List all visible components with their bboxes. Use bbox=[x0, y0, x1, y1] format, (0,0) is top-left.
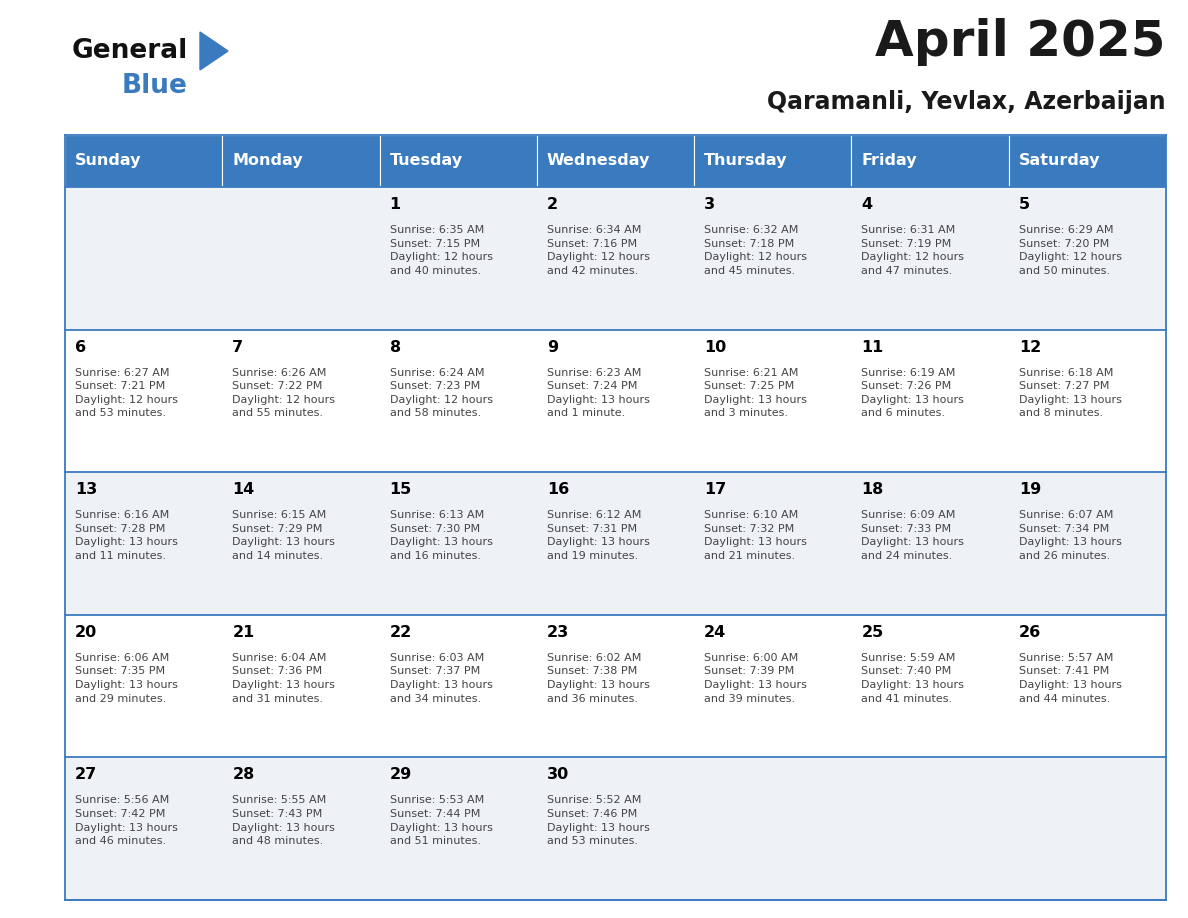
Bar bbox=[65, 330, 1165, 472]
Text: 13: 13 bbox=[75, 482, 97, 498]
Text: Sunrise: 6:34 AM
Sunset: 7:16 PM
Daylight: 12 hours
and 42 minutes.: Sunrise: 6:34 AM Sunset: 7:16 PM Dayligh… bbox=[546, 225, 650, 275]
Text: Sunrise: 5:56 AM
Sunset: 7:42 PM
Daylight: 13 hours
and 46 minutes.: Sunrise: 5:56 AM Sunset: 7:42 PM Dayligh… bbox=[75, 795, 178, 846]
Text: 3: 3 bbox=[704, 197, 715, 212]
Text: Sunday: Sunday bbox=[75, 153, 141, 169]
Bar bbox=[222, 135, 380, 187]
Text: 9: 9 bbox=[546, 340, 558, 354]
Text: Saturday: Saturday bbox=[1019, 153, 1100, 169]
Text: Sunrise: 6:21 AM
Sunset: 7:25 PM
Daylight: 13 hours
and 3 minutes.: Sunrise: 6:21 AM Sunset: 7:25 PM Dayligh… bbox=[704, 367, 807, 419]
Text: 27: 27 bbox=[75, 767, 97, 782]
Text: Sunrise: 6:06 AM
Sunset: 7:35 PM
Daylight: 13 hours
and 29 minutes.: Sunrise: 6:06 AM Sunset: 7:35 PM Dayligh… bbox=[75, 653, 178, 703]
Text: 8: 8 bbox=[390, 340, 400, 354]
Bar bbox=[65, 135, 222, 187]
Text: 23: 23 bbox=[546, 625, 569, 640]
Text: 7: 7 bbox=[233, 340, 244, 354]
Text: 6: 6 bbox=[75, 340, 86, 354]
Bar bbox=[694, 135, 852, 187]
Text: Sunrise: 6:09 AM
Sunset: 7:33 PM
Daylight: 13 hours
and 24 minutes.: Sunrise: 6:09 AM Sunset: 7:33 PM Dayligh… bbox=[861, 510, 965, 561]
Text: 15: 15 bbox=[390, 482, 412, 498]
Text: Thursday: Thursday bbox=[704, 153, 788, 169]
Text: 24: 24 bbox=[704, 625, 726, 640]
Bar bbox=[65, 187, 1165, 330]
Text: 19: 19 bbox=[1019, 482, 1041, 498]
Text: Sunrise: 5:53 AM
Sunset: 7:44 PM
Daylight: 13 hours
and 51 minutes.: Sunrise: 5:53 AM Sunset: 7:44 PM Dayligh… bbox=[390, 795, 493, 846]
Text: Sunrise: 6:07 AM
Sunset: 7:34 PM
Daylight: 13 hours
and 26 minutes.: Sunrise: 6:07 AM Sunset: 7:34 PM Dayligh… bbox=[1019, 510, 1121, 561]
Text: Sunrise: 6:31 AM
Sunset: 7:19 PM
Daylight: 12 hours
and 47 minutes.: Sunrise: 6:31 AM Sunset: 7:19 PM Dayligh… bbox=[861, 225, 965, 275]
Text: Sunrise: 6:24 AM
Sunset: 7:23 PM
Daylight: 12 hours
and 58 minutes.: Sunrise: 6:24 AM Sunset: 7:23 PM Dayligh… bbox=[390, 367, 493, 419]
Text: Monday: Monday bbox=[233, 153, 303, 169]
Text: Sunrise: 6:27 AM
Sunset: 7:21 PM
Daylight: 12 hours
and 53 minutes.: Sunrise: 6:27 AM Sunset: 7:21 PM Dayligh… bbox=[75, 367, 178, 419]
Bar bbox=[65, 615, 1165, 757]
Text: Sunrise: 6:29 AM
Sunset: 7:20 PM
Daylight: 12 hours
and 50 minutes.: Sunrise: 6:29 AM Sunset: 7:20 PM Dayligh… bbox=[1019, 225, 1121, 275]
Text: 4: 4 bbox=[861, 197, 872, 212]
Bar bbox=[65, 472, 1165, 615]
Text: 17: 17 bbox=[704, 482, 726, 498]
Text: 14: 14 bbox=[233, 482, 254, 498]
Text: 25: 25 bbox=[861, 625, 884, 640]
Text: Sunrise: 6:23 AM
Sunset: 7:24 PM
Daylight: 13 hours
and 1 minute.: Sunrise: 6:23 AM Sunset: 7:24 PM Dayligh… bbox=[546, 367, 650, 419]
Text: 11: 11 bbox=[861, 340, 884, 354]
Text: Sunrise: 6:26 AM
Sunset: 7:22 PM
Daylight: 12 hours
and 55 minutes.: Sunrise: 6:26 AM Sunset: 7:22 PM Dayligh… bbox=[233, 367, 335, 419]
Text: Sunrise: 5:55 AM
Sunset: 7:43 PM
Daylight: 13 hours
and 48 minutes.: Sunrise: 5:55 AM Sunset: 7:43 PM Dayligh… bbox=[233, 795, 335, 846]
Text: Sunrise: 6:19 AM
Sunset: 7:26 PM
Daylight: 13 hours
and 6 minutes.: Sunrise: 6:19 AM Sunset: 7:26 PM Dayligh… bbox=[861, 367, 965, 419]
Text: 16: 16 bbox=[546, 482, 569, 498]
Text: 5: 5 bbox=[1019, 197, 1030, 212]
Text: 21: 21 bbox=[233, 625, 254, 640]
Text: 29: 29 bbox=[390, 767, 412, 782]
Text: Sunrise: 6:10 AM
Sunset: 7:32 PM
Daylight: 13 hours
and 21 minutes.: Sunrise: 6:10 AM Sunset: 7:32 PM Dayligh… bbox=[704, 510, 807, 561]
Text: 2: 2 bbox=[546, 197, 558, 212]
Text: Friday: Friday bbox=[861, 153, 917, 169]
Polygon shape bbox=[200, 32, 228, 70]
Text: 12: 12 bbox=[1019, 340, 1041, 354]
Bar bbox=[1009, 135, 1165, 187]
Text: Sunrise: 6:04 AM
Sunset: 7:36 PM
Daylight: 13 hours
and 31 minutes.: Sunrise: 6:04 AM Sunset: 7:36 PM Dayligh… bbox=[233, 653, 335, 703]
Text: Sunrise: 6:00 AM
Sunset: 7:39 PM
Daylight: 13 hours
and 39 minutes.: Sunrise: 6:00 AM Sunset: 7:39 PM Dayligh… bbox=[704, 653, 807, 703]
Bar bbox=[65, 757, 1165, 900]
Text: 18: 18 bbox=[861, 482, 884, 498]
Text: Sunrise: 6:12 AM
Sunset: 7:31 PM
Daylight: 13 hours
and 19 minutes.: Sunrise: 6:12 AM Sunset: 7:31 PM Dayligh… bbox=[546, 510, 650, 561]
Text: 30: 30 bbox=[546, 767, 569, 782]
Text: Sunrise: 5:59 AM
Sunset: 7:40 PM
Daylight: 13 hours
and 41 minutes.: Sunrise: 5:59 AM Sunset: 7:40 PM Dayligh… bbox=[861, 653, 965, 703]
Text: 28: 28 bbox=[233, 767, 254, 782]
Text: General: General bbox=[72, 38, 188, 64]
Text: Tuesday: Tuesday bbox=[390, 153, 462, 169]
Text: April 2025: April 2025 bbox=[876, 18, 1165, 66]
Text: Sunrise: 6:32 AM
Sunset: 7:18 PM
Daylight: 12 hours
and 45 minutes.: Sunrise: 6:32 AM Sunset: 7:18 PM Dayligh… bbox=[704, 225, 807, 275]
Bar bbox=[380, 135, 537, 187]
Text: 1: 1 bbox=[390, 197, 400, 212]
Text: Blue: Blue bbox=[122, 73, 188, 99]
Text: 26: 26 bbox=[1019, 625, 1041, 640]
Text: Sunrise: 6:02 AM
Sunset: 7:38 PM
Daylight: 13 hours
and 36 minutes.: Sunrise: 6:02 AM Sunset: 7:38 PM Dayligh… bbox=[546, 653, 650, 703]
Text: Sunrise: 6:35 AM
Sunset: 7:15 PM
Daylight: 12 hours
and 40 minutes.: Sunrise: 6:35 AM Sunset: 7:15 PM Dayligh… bbox=[390, 225, 493, 275]
Text: Sunrise: 6:16 AM
Sunset: 7:28 PM
Daylight: 13 hours
and 11 minutes.: Sunrise: 6:16 AM Sunset: 7:28 PM Dayligh… bbox=[75, 510, 178, 561]
Bar bbox=[537, 135, 694, 187]
Text: Sunrise: 5:57 AM
Sunset: 7:41 PM
Daylight: 13 hours
and 44 minutes.: Sunrise: 5:57 AM Sunset: 7:41 PM Dayligh… bbox=[1019, 653, 1121, 703]
Text: Qaramanli, Yevlax, Azerbaijan: Qaramanli, Yevlax, Azerbaijan bbox=[767, 90, 1165, 114]
Bar bbox=[852, 135, 1009, 187]
Text: Sunrise: 6:18 AM
Sunset: 7:27 PM
Daylight: 13 hours
and 8 minutes.: Sunrise: 6:18 AM Sunset: 7:27 PM Dayligh… bbox=[1019, 367, 1121, 419]
Text: Wednesday: Wednesday bbox=[546, 153, 650, 169]
Text: 22: 22 bbox=[390, 625, 412, 640]
Text: Sunrise: 5:52 AM
Sunset: 7:46 PM
Daylight: 13 hours
and 53 minutes.: Sunrise: 5:52 AM Sunset: 7:46 PM Dayligh… bbox=[546, 795, 650, 846]
Text: Sunrise: 6:03 AM
Sunset: 7:37 PM
Daylight: 13 hours
and 34 minutes.: Sunrise: 6:03 AM Sunset: 7:37 PM Dayligh… bbox=[390, 653, 493, 703]
Text: Sunrise: 6:13 AM
Sunset: 7:30 PM
Daylight: 13 hours
and 16 minutes.: Sunrise: 6:13 AM Sunset: 7:30 PM Dayligh… bbox=[390, 510, 493, 561]
Text: 20: 20 bbox=[75, 625, 97, 640]
Text: 10: 10 bbox=[704, 340, 726, 354]
Text: Sunrise: 6:15 AM
Sunset: 7:29 PM
Daylight: 13 hours
and 14 minutes.: Sunrise: 6:15 AM Sunset: 7:29 PM Dayligh… bbox=[233, 510, 335, 561]
